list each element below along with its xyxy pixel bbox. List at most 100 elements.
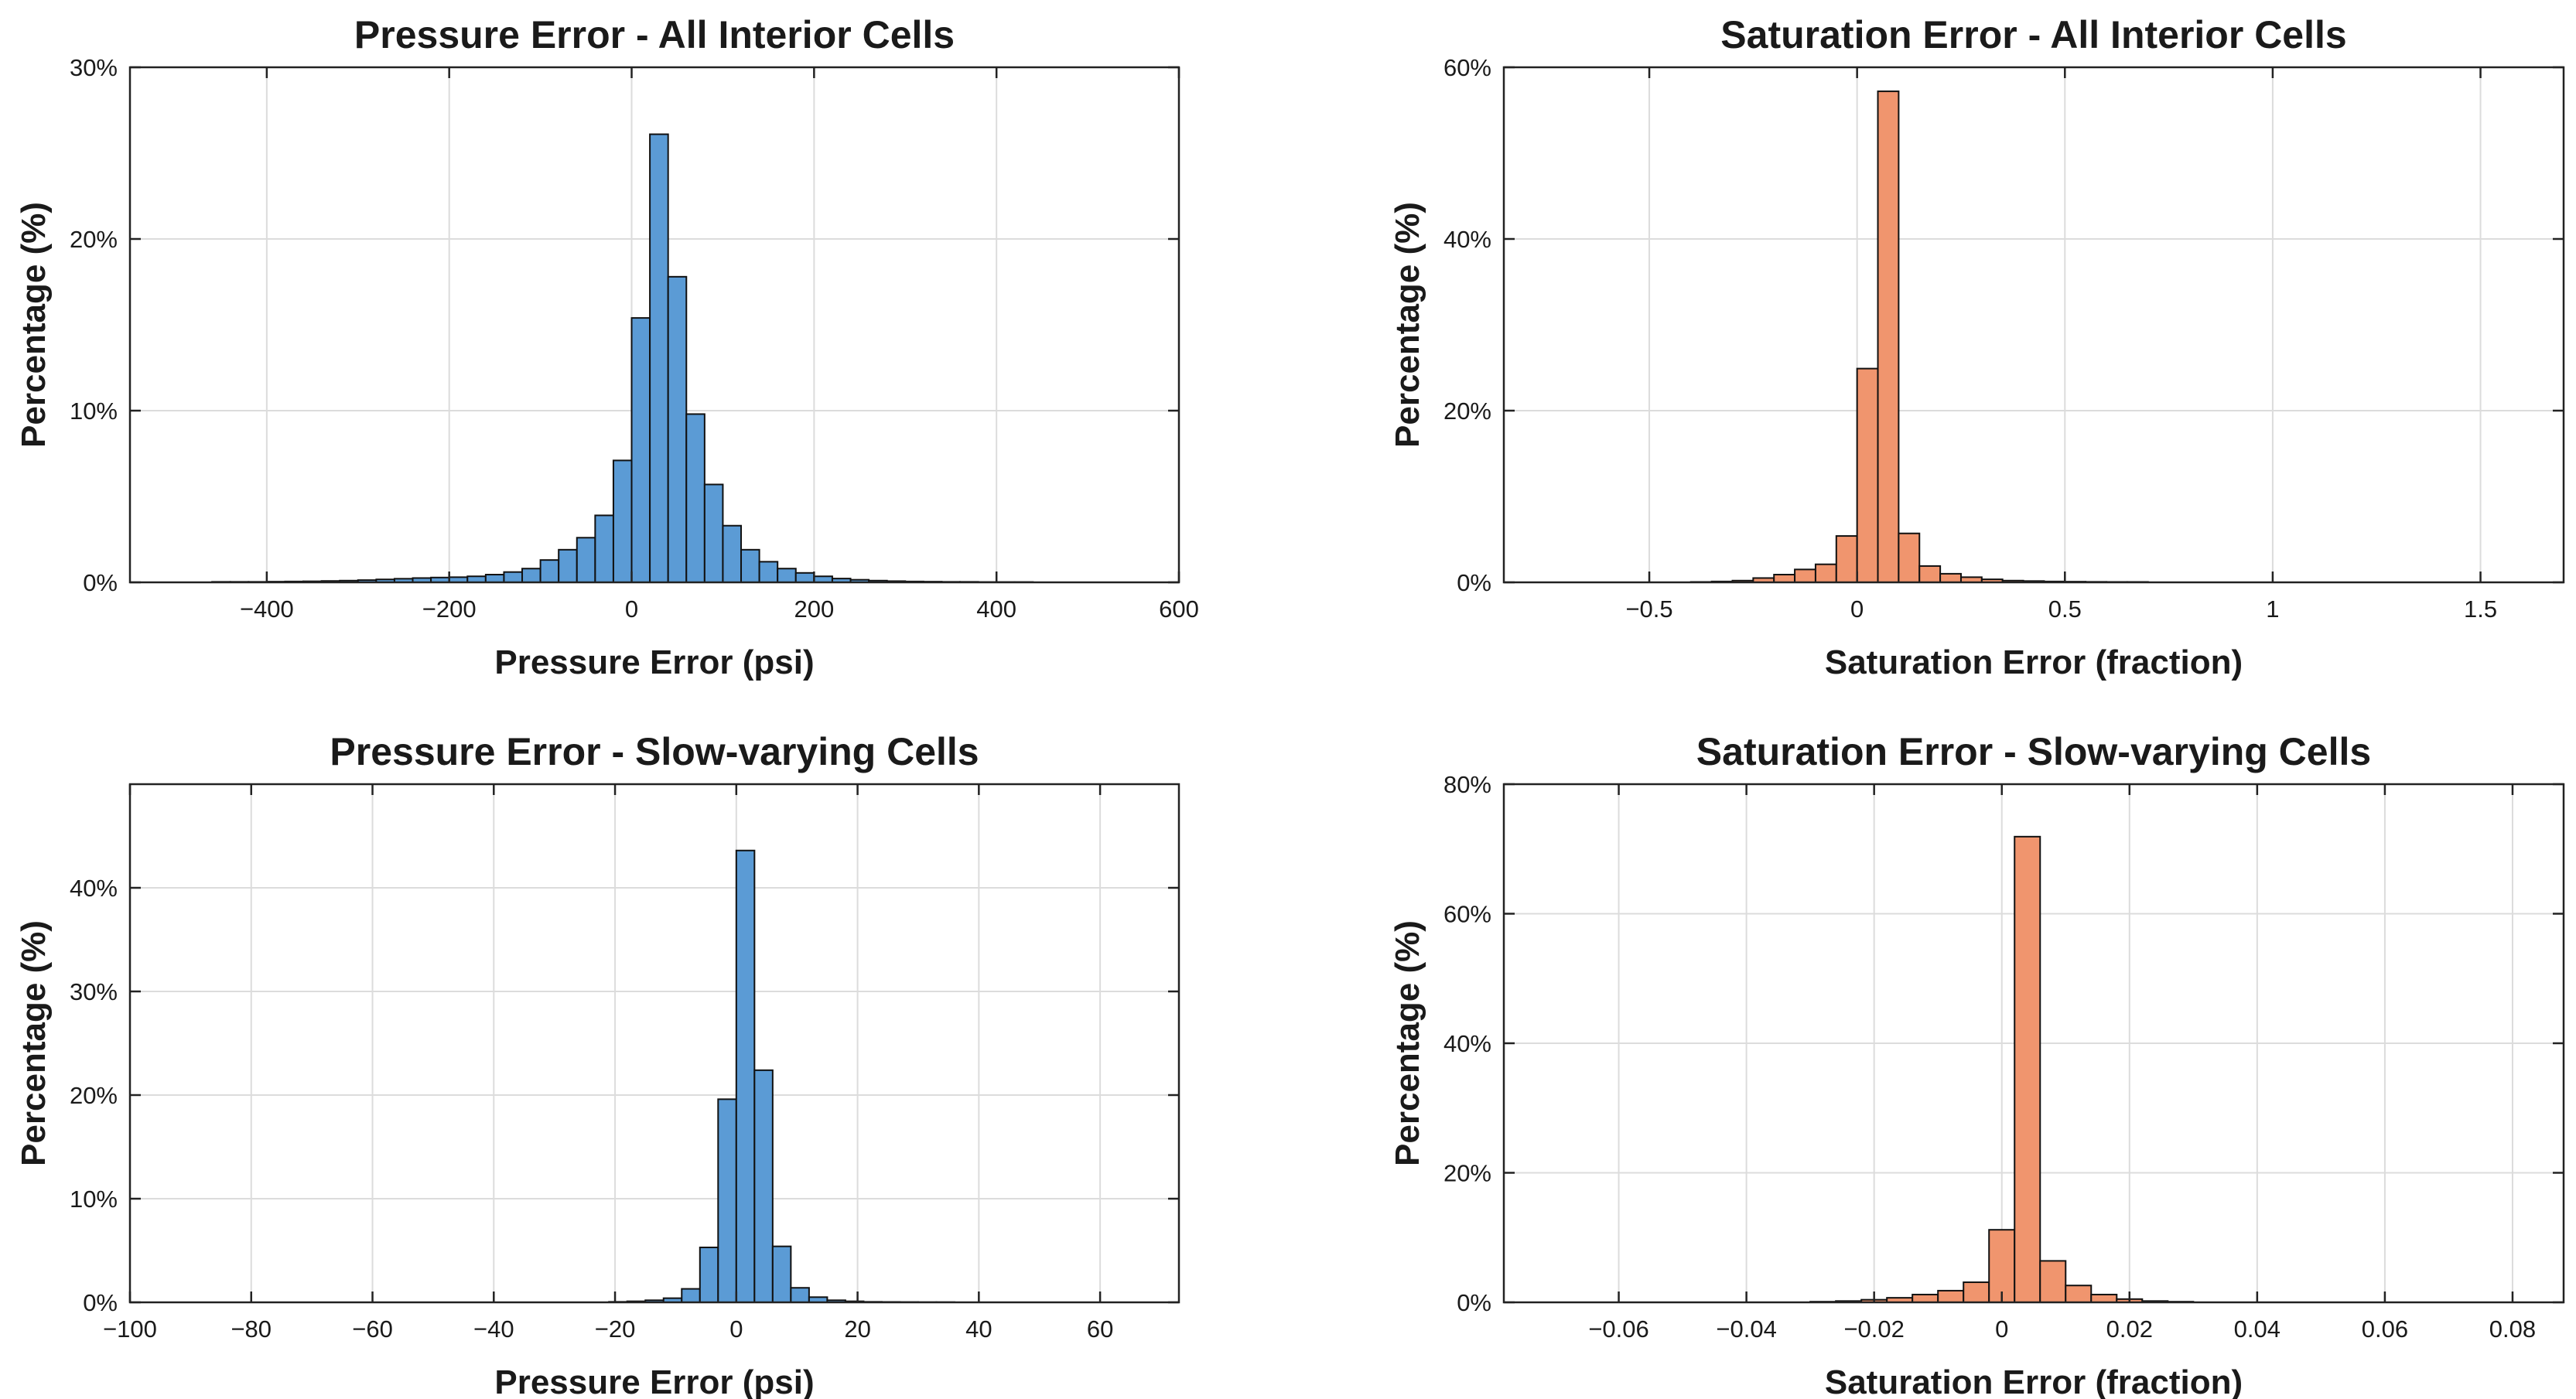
histogram-bar [794, 572, 815, 583]
histogram-bar [753, 1069, 774, 1303]
x-tick-label: −20 [595, 1315, 636, 1343]
x-tick-label: 0 [625, 595, 638, 623]
x-tick-label: 1.5 [2464, 595, 2497, 623]
chart-title: Saturation Error - Slow-varying Cells [1696, 730, 2371, 773]
y-tick-label: 10% [70, 1186, 118, 1213]
histogram-bar [1835, 535, 1858, 583]
x-tick-label: 0.04 [2234, 1315, 2280, 1343]
histogram-bar [1937, 1289, 1965, 1304]
x-tick-label: −80 [231, 1315, 272, 1343]
y-tick-label: 0% [1457, 1289, 1491, 1316]
x-tick-label: 200 [794, 595, 834, 623]
histogram-bar [612, 459, 633, 583]
y-tick-label: 20% [1443, 1160, 1491, 1187]
x-tick-label: −60 [352, 1315, 393, 1343]
saturation-error-all-cells-chart: −0.5 0 0.5 1 1.5 0% 20% 40% 60% Saturation Error … [1389, 13, 2565, 681]
histogram-bar [1918, 565, 1942, 583]
histogram-bar [2014, 835, 2041, 1303]
histogram-bar [1963, 1281, 1990, 1303]
y-axis-label: Percentage (%) [15, 920, 53, 1166]
x-tick-label: 0.06 [2362, 1315, 2408, 1343]
histogram-bar [777, 568, 797, 583]
x-axis-label: Saturation Error (fraction) [1825, 1363, 2243, 1399]
histogram-bar [1856, 367, 1879, 583]
plot-frame [128, 66, 1180, 584]
x-tick-label: 40 [965, 1315, 992, 1343]
chart-title: Saturation Error - All Interior Cells [1720, 13, 2346, 56]
histogram-bar [1898, 532, 1921, 583]
histogram-bar [740, 548, 760, 584]
histogram-bar [2039, 1260, 2067, 1304]
x-tick-label: −100 [103, 1315, 157, 1343]
histogram-bar [558, 548, 578, 584]
histogram-bar [1912, 1293, 1939, 1303]
plot-frame [128, 783, 1180, 1304]
x-tick-label: 0.5 [2048, 595, 2082, 623]
y-tick-label: 60% [1443, 54, 1491, 81]
y-tick-label: 20% [70, 1082, 118, 1109]
histogram-bar [771, 1245, 792, 1304]
saturation-error-slow-cells-chart: −0.06 −0.04 −0.02 0 0.02 0.04 0.06 0.08 0% 20% 40%… [1389, 730, 2565, 1399]
x-tick-label: 0.08 [2489, 1315, 2536, 1343]
pressure-error-slow-cells-chart: −100 −80 −60 −40 −20 0 20 40 60 0% 10% 20% 30% 40% Pre… [15, 730, 1180, 1399]
x-tick-label: 60 [1087, 1315, 1113, 1343]
histogram-bar [681, 1288, 701, 1303]
y-tick-label: 40% [1443, 226, 1491, 253]
x-tick-label: 600 [1159, 595, 1199, 623]
y-tick-label: 40% [70, 875, 118, 902]
histogram-bar [649, 133, 669, 583]
x-tick-label: −0.5 [1625, 595, 1672, 623]
y-axis-label: Percentage (%) [1389, 202, 1426, 448]
histogram-bar [1814, 563, 1837, 584]
chart-title: Pressure Error - All Interior Cells [354, 13, 955, 56]
histogram-bar [503, 571, 524, 583]
y-tick-label: 10% [70, 398, 118, 425]
histogram-bar [1988, 1229, 2016, 1303]
y-tick-label: 30% [70, 54, 118, 81]
histogram-bar [521, 568, 542, 583]
x-tick-label: 0 [729, 1315, 743, 1343]
x-tick-label: −0.04 [1716, 1315, 1776, 1343]
x-tick-label: 0.02 [2106, 1315, 2153, 1343]
histogram-bar [790, 1287, 810, 1303]
x-tick-label: 1 [2266, 595, 2279, 623]
x-tick-label: −40 [473, 1315, 514, 1343]
x-tick-label: 400 [976, 595, 1016, 623]
histogram-bar [703, 483, 724, 584]
histogram-bar [758, 561, 779, 583]
histogram-bar [484, 574, 505, 584]
histogram-bar [1939, 572, 1962, 584]
y-tick-label: 0% [83, 1289, 118, 1316]
histogram-bar [630, 317, 651, 583]
x-tick-label: −0.02 [1843, 1315, 1904, 1343]
x-tick-label: 0 [1850, 595, 1864, 623]
histogram-bar [539, 559, 560, 584]
histogram-bar [2090, 1293, 2118, 1303]
histogram-bar [1773, 574, 1796, 584]
histogram-bar [735, 849, 756, 1303]
y-tick-label: 0% [83, 569, 118, 596]
y-tick-label: 60% [1443, 901, 1491, 928]
x-tick-label: 0 [1995, 1315, 2008, 1343]
y-tick-label: 80% [1443, 771, 1491, 798]
y-axis-label: Percentage (%) [1389, 920, 1426, 1166]
histogram-bar [717, 1098, 737, 1303]
x-axis-label: Pressure Error (psi) [494, 1363, 814, 1399]
y-axis-label: Percentage (%) [15, 202, 53, 448]
x-axis-label: Pressure Error (psi) [494, 643, 814, 681]
y-tick-label: 20% [70, 226, 118, 253]
pressure-error-all-cells-chart: −400 −200 0 200 400 600 0% 10% 20% 30% Pressure Er… [15, 13, 1199, 681]
histogram-bar [1794, 568, 1816, 583]
x-tick-label: 20 [844, 1315, 870, 1343]
histogram-bar [667, 275, 688, 583]
x-tick-label: −0.06 [1588, 1315, 1648, 1343]
histogram-bar [2065, 1285, 2093, 1303]
histogram-bar [722, 524, 743, 583]
histogram-bar [576, 537, 596, 584]
histogram-bar [594, 514, 614, 583]
x-axis-label: Saturation Error (fraction) [1825, 643, 2243, 681]
chart-title: Pressure Error - Slow-varying Cells [330, 730, 979, 773]
histogram-bar [1877, 90, 1900, 583]
x-tick-label: −200 [422, 595, 477, 623]
